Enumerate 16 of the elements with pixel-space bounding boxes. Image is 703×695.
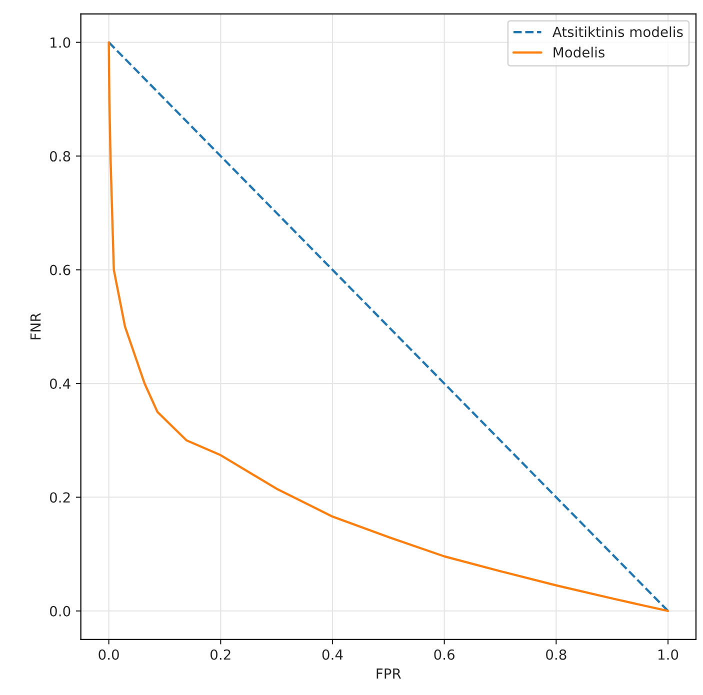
x-tick-label: 0.2	[210, 649, 230, 660]
legend-label: Atsitiktinis modelis	[552, 26, 683, 38]
x-tick-label: 1.0	[658, 649, 678, 660]
y-tick-label: 0.8	[50, 151, 70, 162]
y-tick-label: 0.6	[50, 264, 70, 276]
y-tick-label: 0.0	[50, 606, 70, 616]
y-axis-title: FNR	[30, 313, 41, 340]
x-axis-title: FPR	[376, 668, 402, 679]
y-tick-label: 1.0	[50, 37, 70, 48]
x-tick-label: 0.4	[322, 649, 343, 660]
x-tick-label: 0.0	[98, 649, 119, 660]
y-tick-label: 0.2	[50, 492, 70, 503]
y-tick-label: 0.4	[50, 378, 70, 389]
x-tick-label: 0.8	[546, 649, 566, 660]
x-tick-label: 0.6	[434, 649, 454, 660]
legend-label: Modelis	[554, 46, 604, 58]
